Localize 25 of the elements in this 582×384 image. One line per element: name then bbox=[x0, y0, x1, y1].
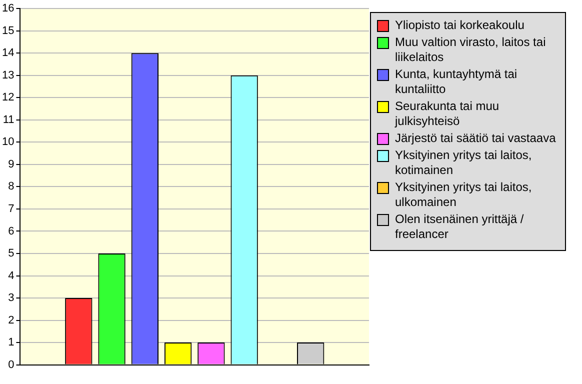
y-tick-label: 3 bbox=[8, 292, 14, 304]
y-tick-label: 16 bbox=[2, 2, 14, 15]
legend-label: Muu valtion virasto, laitos tai liikelaitos bbox=[395, 35, 547, 65]
legend-label: Seurakunta tai muu julkisyhteisö bbox=[395, 99, 500, 129]
y-tick-label: 5 bbox=[8, 248, 14, 260]
y-tick-label: 0 bbox=[8, 358, 14, 371]
y-tick-label: 11 bbox=[2, 114, 14, 126]
legend-label: Kunta, kuntayhtymä tai kuntaliitto bbox=[395, 67, 518, 97]
legend-label: Yliopisto tai korkeakoulu bbox=[395, 18, 524, 33]
y-tick-label: 15 bbox=[2, 24, 14, 37]
legend-label: Yksityinen yritys tai laitos, kotimainen bbox=[395, 148, 533, 178]
y-tick-label: 4 bbox=[8, 270, 14, 282]
y-tick-label: 12 bbox=[2, 92, 14, 104]
y-tick-label: 6 bbox=[8, 225, 14, 238]
legend-label: Yksityinen yritys tai laitos, ulkomainen bbox=[395, 180, 533, 210]
y-tick-label: 14 bbox=[2, 47, 14, 60]
legend-label: Järjestö tai säätiö tai vastaava bbox=[395, 131, 556, 146]
y-tick-label: 9 bbox=[8, 158, 14, 170]
y-tick-label: 1 bbox=[8, 336, 14, 349]
y-tick-label: 13 bbox=[2, 69, 14, 82]
y-tick-label: 7 bbox=[8, 202, 14, 215]
legend-label: Olen itsenäinen yrittäjä / freelancer bbox=[395, 212, 525, 242]
y-tick-label: 10 bbox=[2, 136, 14, 148]
y-tick-label: 8 bbox=[8, 180, 14, 193]
y-tick-label: 2 bbox=[8, 314, 14, 326]
